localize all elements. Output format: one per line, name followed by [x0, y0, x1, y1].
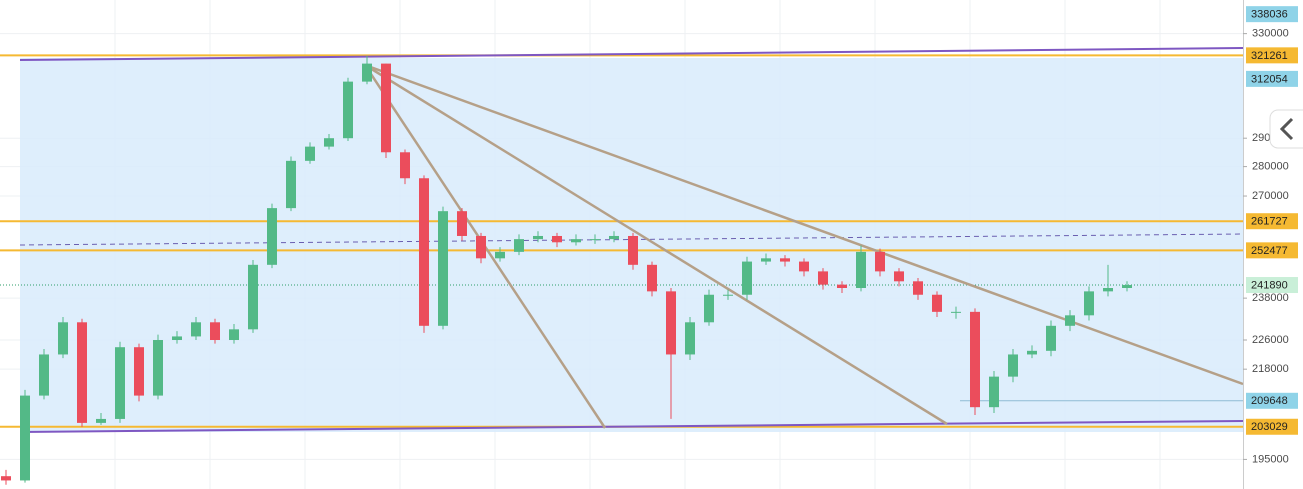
price-label-box — [1246, 70, 1298, 87]
candle-body — [723, 294, 733, 296]
candle-body — [400, 152, 410, 179]
y-tick-label: 330000 — [1252, 28, 1289, 40]
candle-body — [324, 138, 334, 147]
collapse-tab[interactable] — [1269, 109, 1303, 149]
price-label: 338036 — [1251, 9, 1288, 21]
candle-body — [286, 160, 296, 209]
candle-body — [628, 235, 638, 265]
y-tick-label: 238000 — [1252, 292, 1289, 304]
axis-labels: 3300002900002800002700002380002260002180… — [1243, 6, 1298, 465]
candle-body — [514, 239, 524, 252]
candle-body — [96, 418, 106, 423]
trend-line — [19, 420, 1244, 433]
y-tick-label: 218000 — [1252, 363, 1289, 375]
candle-body — [875, 251, 885, 272]
candle-body — [343, 81, 353, 139]
candle-body — [476, 235, 486, 259]
candle-body — [704, 294, 714, 323]
candle-body — [552, 235, 562, 243]
price-label-box — [1246, 277, 1298, 294]
price-label-box — [1246, 418, 1298, 435]
candle-body — [1008, 354, 1018, 377]
candle-body — [1103, 287, 1113, 292]
candle-body — [647, 264, 657, 292]
candle-body — [970, 311, 980, 408]
fan-line — [364, 63, 948, 426]
candle-body — [780, 258, 790, 262]
price-label: 252477 — [1251, 245, 1288, 257]
price-label: 261727 — [1251, 216, 1288, 228]
candle-body — [381, 63, 391, 153]
candle-body — [305, 146, 315, 161]
candle-body — [1122, 285, 1132, 288]
candle-body — [1, 476, 11, 481]
price-label: 203029 — [1251, 421, 1288, 433]
candle-body — [153, 340, 163, 396]
candle-body — [913, 281, 923, 295]
candle-body — [39, 354, 49, 396]
candle-body — [799, 261, 809, 272]
price-label: 241890 — [1251, 279, 1288, 291]
candle-body — [495, 251, 505, 259]
candle-body — [1046, 325, 1056, 351]
candle-body — [818, 271, 828, 285]
candle-body — [191, 322, 201, 337]
candle-body — [1027, 350, 1037, 355]
candle-body — [1065, 315, 1075, 326]
trend-line — [19, 47, 1244, 61]
candle-body — [533, 235, 543, 240]
candle-body — [742, 261, 752, 295]
candle-body — [571, 239, 581, 243]
candle-body — [229, 329, 239, 341]
candle-body — [419, 178, 429, 326]
candle-body — [666, 291, 676, 355]
candle-body — [457, 211, 467, 236]
y-tick-label: 195000 — [1252, 453, 1289, 465]
candles — [1, 56, 1132, 485]
dashed-line — [19, 233, 1244, 246]
candle-body — [58, 322, 68, 355]
levels — [0, 54, 1243, 428]
price-label-box — [1246, 392, 1298, 409]
candle-body — [609, 235, 619, 240]
candle-body — [20, 395, 30, 481]
collapse-icon[interactable] — [1279, 117, 1294, 141]
candle-body — [685, 322, 695, 355]
y-tick-label: 280000 — [1252, 161, 1289, 173]
y-tick-label: 270000 — [1252, 190, 1289, 202]
candle-body — [77, 322, 87, 423]
candle-body — [856, 251, 866, 288]
fan-line — [364, 63, 1244, 386]
candle-body — [932, 294, 942, 312]
candle-body — [267, 208, 277, 265]
candle-body — [951, 311, 961, 313]
price-label-box — [1246, 47, 1298, 64]
candle-body — [989, 376, 999, 408]
candle-body — [248, 264, 258, 330]
candle-body — [134, 347, 144, 396]
candle-body — [172, 336, 182, 341]
candle-body — [590, 239, 600, 241]
price-label: 209648 — [1251, 395, 1288, 407]
candle-body — [1084, 291, 1094, 316]
y-tick-label: 226000 — [1252, 334, 1289, 346]
candle-body — [894, 271, 904, 282]
price-label: 321261 — [1251, 50, 1288, 62]
price-label-box — [1246, 242, 1298, 259]
candle-body — [438, 211, 448, 326]
price-label-box — [1246, 213, 1298, 230]
candle-body — [210, 322, 220, 341]
candle-body — [115, 347, 125, 419]
candle-body — [761, 258, 771, 262]
price-label: 312054 — [1251, 73, 1288, 85]
candle-body — [837, 284, 847, 288]
collapse-button[interactable] — [1269, 109, 1303, 149]
candle-body — [362, 63, 372, 82]
price-label-box — [1246, 6, 1298, 23]
